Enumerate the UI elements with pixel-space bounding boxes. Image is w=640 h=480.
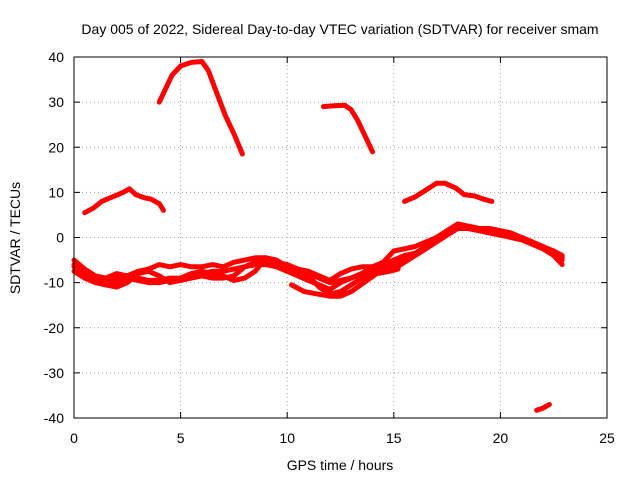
series-arc-5 [534, 402, 552, 413]
x-tick-label: 10 [279, 430, 295, 446]
series-arc-3 [82, 186, 166, 216]
series-band-3 [71, 221, 565, 297]
axis-ticks [73, 56, 608, 419]
series-arc-1 [156, 59, 245, 157]
y-tick-label: 40 [48, 49, 64, 65]
x-tick-label: 15 [386, 430, 402, 446]
x-tick-label: 25 [599, 430, 615, 446]
y-tick-label: -40 [44, 410, 64, 426]
y-tick-label: -20 [44, 320, 64, 336]
y-tick-label: 20 [48, 139, 64, 155]
y-tick-labels: -40 -30 -20 -10 0 10 20 30 40 [44, 49, 64, 426]
series-band-5 [289, 266, 401, 299]
chart-title: Day 005 of 2022, Sidereal Day-to-day VTE… [81, 21, 598, 37]
series-arc-2 [320, 102, 375, 155]
x-tick-label: 5 [177, 430, 185, 446]
y-axis-title: SDTVAR / TECUs [7, 182, 23, 294]
y-tick-label: -30 [44, 365, 64, 381]
y-tick-label: 0 [56, 230, 64, 246]
x-axis-title: GPS time / hours [287, 457, 394, 473]
series-arc-4 [402, 180, 495, 204]
series-band-4 [71, 221, 565, 286]
y-tick-label: -10 [44, 275, 64, 291]
x-tick-label: 20 [493, 430, 509, 446]
y-tick-label: 10 [48, 184, 64, 200]
x-tick-label: 0 [70, 430, 78, 446]
data-series [71, 59, 565, 413]
y-tick-label: 30 [48, 94, 64, 110]
x-tick-labels: 0 5 10 15 20 25 [70, 430, 615, 446]
